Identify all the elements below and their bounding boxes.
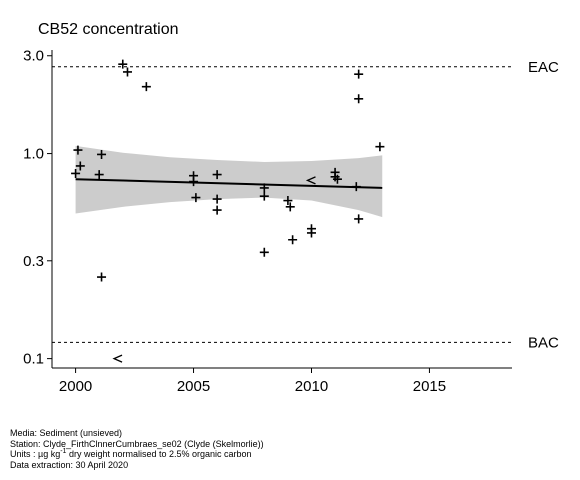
y-tick-label: 3.0 bbox=[23, 48, 44, 65]
trend-line bbox=[75, 178, 383, 189]
data-points bbox=[71, 59, 385, 363]
data-point bbox=[285, 202, 295, 212]
data-point bbox=[332, 174, 342, 184]
data-point bbox=[141, 82, 151, 92]
data-point-less-than bbox=[112, 354, 123, 363]
data-point bbox=[259, 247, 269, 257]
data-point-less-than bbox=[305, 176, 316, 185]
chart-title: CB52 concentration bbox=[38, 21, 179, 38]
data-point bbox=[118, 59, 128, 69]
data-point bbox=[259, 183, 269, 193]
footer-units: Units : µg kg-1 dry weight normalised to… bbox=[10, 448, 264, 460]
footer-units-prefix: Units : µg kg bbox=[10, 449, 61, 460]
y-tick-label: 0.1 bbox=[23, 351, 44, 368]
data-point bbox=[189, 177, 199, 187]
chart: CB52 concentration EAC BAC 0.1 0.3 1.0 3.0 20… bbox=[23, 21, 559, 395]
data-point bbox=[212, 205, 222, 215]
data-point bbox=[288, 235, 298, 245]
axes: 0.1 0.3 1.0 3.0 2000 2005 2010 2015 bbox=[23, 48, 512, 395]
reference-label-bac: BAC bbox=[528, 334, 559, 351]
confidence-band-layer bbox=[75, 145, 383, 218]
data-point bbox=[212, 194, 222, 204]
data-point bbox=[122, 67, 132, 77]
footer-media: Media: Sediment (unsieved) bbox=[10, 428, 123, 438]
trend-layer bbox=[75, 178, 383, 189]
reference-lines: EAC BAC bbox=[52, 59, 559, 351]
data-point bbox=[354, 214, 364, 224]
y-tick-label: 1.0 bbox=[23, 146, 44, 163]
data-point bbox=[354, 69, 364, 79]
footer-units-suffix: dry weight normalised to 2.5% organic ca… bbox=[66, 449, 252, 460]
reference-label-eac: EAC bbox=[528, 59, 559, 76]
data-point bbox=[375, 142, 385, 152]
data-point bbox=[75, 161, 85, 171]
x-tick-label: 2010 bbox=[295, 378, 328, 395]
data-point bbox=[283, 196, 293, 206]
footer-extraction: Data extraction: 30 April 2020 bbox=[10, 459, 129, 470]
footer-station: Station: Clyde_FirthClnnerCumbraes_se02 … bbox=[10, 438, 264, 449]
data-point bbox=[351, 182, 361, 192]
data-point bbox=[212, 170, 222, 180]
footer-units-sup: -1 bbox=[60, 448, 67, 456]
data-point bbox=[354, 94, 364, 104]
y-tick-label: 0.3 bbox=[23, 253, 44, 270]
confidence-band bbox=[75, 145, 383, 218]
data-point bbox=[97, 149, 107, 159]
x-tick-label: 2005 bbox=[177, 378, 210, 395]
data-point bbox=[73, 145, 83, 155]
data-point bbox=[97, 272, 107, 282]
data-point bbox=[259, 191, 269, 201]
footer: Media: Sediment (unsieved) Station: Clyd… bbox=[10, 428, 264, 470]
x-tick-label: 2015 bbox=[413, 378, 446, 395]
data-point bbox=[306, 224, 316, 234]
data-point bbox=[71, 168, 81, 178]
data-point bbox=[94, 170, 104, 180]
x-tick-label: 2000 bbox=[59, 378, 92, 395]
data-point bbox=[191, 193, 201, 203]
